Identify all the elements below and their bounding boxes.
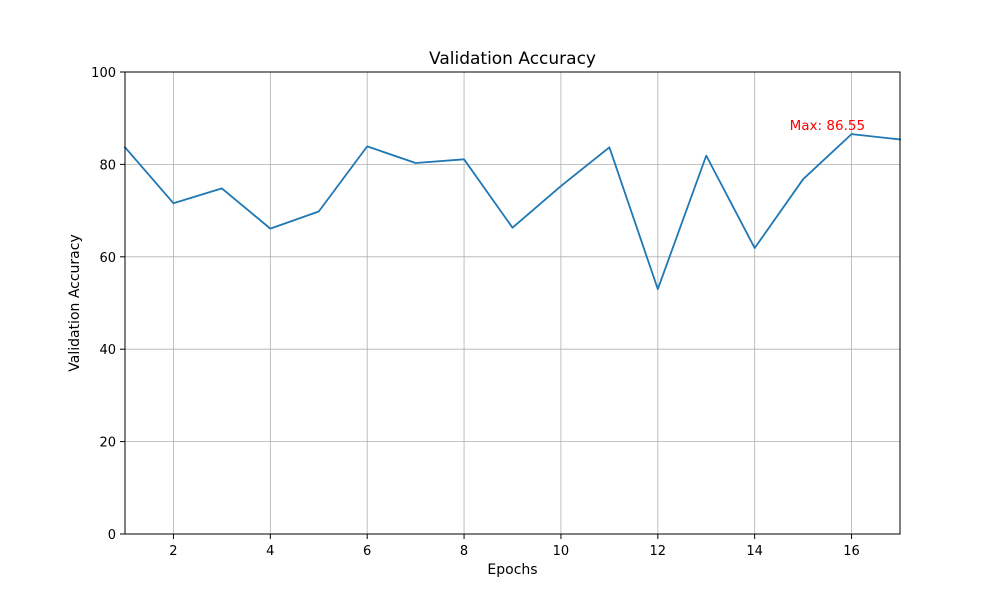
max-annotation: Max: 86.55 [790,118,865,134]
grid [125,71,900,535]
annotations: Max: 86.55 [790,118,865,134]
y-tick-label: 80 [99,158,116,173]
x-tick-label: 10 [553,544,570,559]
x-tick-label: 14 [746,544,763,559]
plot-area-frame [124,71,901,535]
y-tick-label: 100 [91,66,116,81]
x-tick-label: 16 [843,544,860,559]
y-tick-label: 40 [99,343,116,358]
x-tick-label: 2 [169,544,177,559]
y-tick-label: 0 [108,528,116,543]
axis-ticks: 2 4 6 8 10 12 14 16 0 20 40 60 80 100 [91,66,860,559]
y-axis-label: Validation Accuracy [67,234,83,372]
x-tick-label: 4 [266,544,274,559]
x-tick-label: 12 [650,544,667,559]
chart-title: Validation Accuracy [429,49,596,69]
y-tick-label: 20 [99,436,116,451]
y-tick-label: 60 [99,251,116,266]
x-tick-label: 8 [460,544,468,559]
x-tick-label: 6 [363,544,371,559]
series-line [123,133,901,291]
x-axis-label: Epochs [487,562,537,578]
series-layer [123,133,901,291]
